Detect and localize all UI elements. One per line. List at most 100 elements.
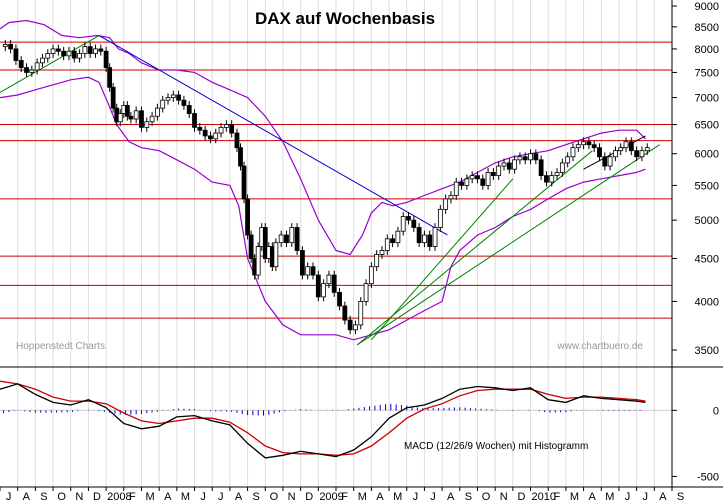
candle-body-51 [248, 234, 254, 259]
candle-body-41 [202, 129, 208, 137]
candle-body-19 [98, 48, 104, 52]
candle-body-123 [618, 147, 624, 152]
time-tick-label-4: N [75, 491, 83, 503]
macd-line [0, 383, 646, 459]
candle-body-88 [432, 227, 438, 247]
trendline-2 [356, 144, 660, 346]
time-tick-label-28: N [500, 491, 508, 503]
candle-body-15 [77, 53, 82, 59]
price-tick-label-6: 6000 [695, 149, 719, 161]
candle-body-124 [623, 141, 629, 149]
time-tick-label-29: D [517, 491, 525, 503]
candle-body-73 [353, 324, 358, 331]
candle-body-125 [628, 141, 634, 152]
candle-body-82 [400, 216, 406, 232]
credit-right: www.chartbuero.de [556, 341, 643, 352]
time-tick-label-20: M [358, 491, 367, 503]
candle-body-27 [128, 115, 134, 120]
time-tick-label-32: M [570, 491, 579, 503]
macd-label: MACD (12/26/9 Wochen) mit Histogramm [404, 441, 588, 452]
candle-body-72 [347, 319, 353, 331]
price-tick-label-3: 7500 [695, 67, 719, 79]
candle-body-58 [273, 242, 279, 268]
price-tick-label-1: 8500 [695, 22, 719, 34]
candle-body-85 [416, 227, 422, 244]
macd-axis-ticks: 0 -500 [672, 405, 719, 483]
candle-body-47 [234, 132, 240, 149]
candle-body-109 [544, 175, 549, 183]
time-tick-label-2: S [40, 491, 47, 503]
candle-body-32 [154, 107, 160, 117]
candle-body-64 [305, 266, 311, 276]
candle-body-66 [315, 274, 321, 298]
trendline-3 [356, 150, 593, 346]
candle-body-5 [24, 67, 29, 73]
time-tick-label-35: J [625, 491, 631, 503]
candle-body-122 [613, 150, 618, 158]
candle-body-50 [245, 198, 250, 236]
time-tick-label-23: J [413, 491, 419, 503]
macd-panel [0, 380, 672, 459]
candle-body-17 [87, 46, 93, 54]
time-tick-label-27: O [482, 491, 491, 503]
candle-body-45 [223, 124, 229, 128]
candle-body-46 [229, 124, 235, 134]
time-tick-label-16: N [288, 491, 296, 503]
candle-body-1 [2, 43, 8, 48]
candle-body-112 [559, 162, 565, 173]
price-axis-ticks: 9000 8500 8000 7500 7000 6500 6000 5500 5000 4500… [672, 1, 719, 357]
time-tick-label-19: F [341, 491, 348, 503]
candle-body-103 [512, 159, 518, 170]
candle-body-120 [602, 156, 608, 167]
time-tick-label-24: J [430, 491, 436, 503]
time-tick-label-10: M [181, 491, 190, 503]
candle-body-59 [278, 234, 284, 244]
candle-body-55 [262, 227, 268, 259]
time-tick-label-31: F [553, 491, 560, 503]
candle-body-127 [639, 150, 645, 158]
time-tick-label-22: M [393, 491, 402, 503]
candle-body-94 [464, 178, 470, 186]
candle-body-18 [93, 48, 98, 54]
macd-tick-label-1: -500 [697, 471, 719, 483]
candle-body-53 [255, 246, 261, 276]
candle-body-107 [533, 153, 539, 161]
candle-body-44 [218, 126, 224, 134]
candle-body-12 [61, 50, 67, 57]
time-tick-label-9: A [164, 491, 172, 503]
candle-body-81 [395, 230, 401, 244]
candle-body-20 [103, 50, 109, 69]
candle-body-128 [644, 147, 650, 152]
candle-body-87 [427, 234, 433, 247]
candle-body-8 [40, 57, 45, 64]
time-tick-label-38: S [677, 491, 684, 503]
candle-body-31 [149, 115, 155, 123]
candle-body-97 [480, 178, 486, 186]
candle-body-9 [45, 53, 51, 59]
time-tick-label-15: O [270, 491, 279, 503]
candle-body-11 [55, 48, 61, 52]
candle-body-86 [422, 234, 427, 244]
candle-body-33 [160, 99, 166, 109]
price-tick-label-9: 4500 [695, 254, 719, 266]
candle-body-77 [374, 254, 380, 268]
candle-body-68 [326, 274, 332, 285]
candle-body-28 [133, 110, 139, 120]
candle-body-48 [238, 147, 243, 167]
candle-body-43 [213, 132, 219, 140]
candle-body-21 [107, 67, 113, 88]
candle-body-24 [117, 113, 123, 123]
trendline-0 [98, 35, 448, 236]
chart-title: DAX auf Wochenbasis [255, 9, 435, 28]
candle-body-114 [570, 147, 576, 158]
time-tick-label-21: A [376, 491, 384, 503]
candle-body-91 [448, 195, 454, 200]
candle-body-105 [522, 156, 528, 161]
time-tick-label-1: A [23, 491, 31, 503]
candle-body-34 [165, 97, 171, 101]
price-tick-label-5: 6500 [695, 120, 719, 132]
price-candles [2, 40, 650, 335]
credit-left: Hoppenstedt Charts [16, 341, 105, 352]
candle-body-3 [13, 48, 19, 61]
